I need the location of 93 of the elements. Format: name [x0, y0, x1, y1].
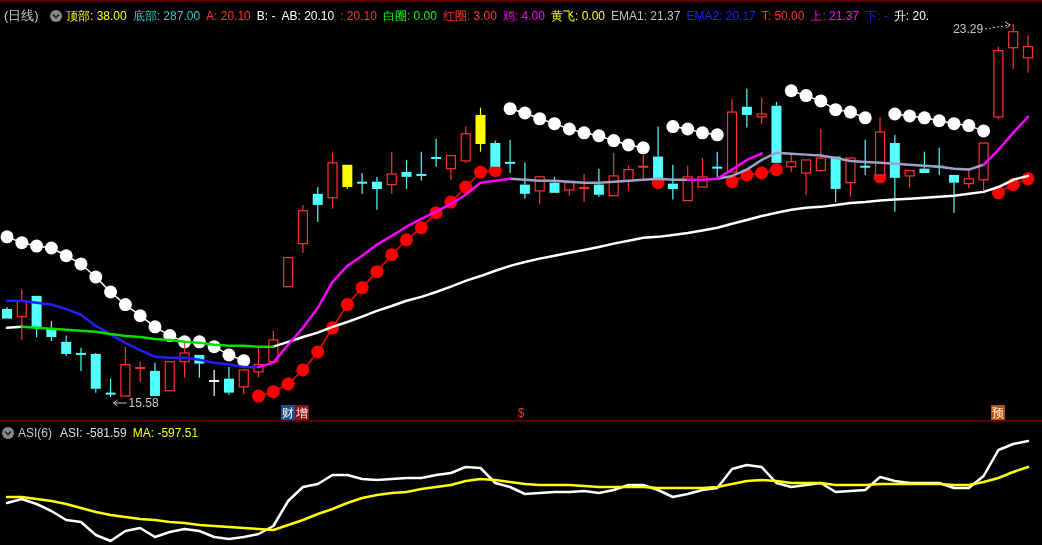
point [784, 84, 798, 98]
annotation: 15.58 [128, 396, 159, 410]
text: B: - [256, 9, 276, 23]
point [89, 270, 103, 284]
text: A: 20.10 [206, 9, 252, 23]
point [681, 122, 695, 136]
point [15, 236, 29, 250]
candlestick [371, 176, 382, 211]
point [607, 134, 621, 148]
point [533, 112, 547, 126]
point [222, 348, 236, 362]
text: $ [517, 406, 525, 420]
point [769, 163, 783, 177]
point [829, 103, 843, 117]
text: 黄飞: 0.00 [550, 9, 606, 23]
candlestick [430, 138, 443, 168]
point [888, 107, 902, 121]
point [400, 233, 414, 247]
point [296, 363, 310, 377]
point [814, 94, 828, 108]
text: 白圈: 0.00 [382, 9, 438, 23]
point [503, 102, 517, 116]
point [547, 117, 561, 131]
text: T: 50.00 [761, 9, 805, 23]
text: 底部: 287.00 [132, 9, 201, 23]
candlestick [667, 164, 678, 201]
text: 下: - [865, 9, 888, 23]
candlestick [741, 88, 752, 129]
candlestick [519, 162, 530, 200]
annotation: 23.29 [953, 22, 984, 36]
candlestick [297, 204, 309, 254]
text: 顶部: 38.00 [66, 9, 128, 23]
point [577, 126, 591, 140]
point [385, 248, 399, 262]
chart-title: ASI(6) [18, 426, 53, 440]
point [518, 106, 532, 120]
point [977, 124, 991, 138]
text: 鸡: 4.00 [501, 9, 546, 23]
point [562, 122, 576, 136]
point [133, 309, 147, 323]
point [917, 111, 931, 125]
candlestick [593, 168, 604, 198]
text: ASI: -581.59 [60, 426, 128, 440]
text: : 20.10 [340, 9, 378, 23]
point [414, 221, 428, 235]
point [695, 126, 709, 140]
point [755, 166, 769, 180]
text: 上: 21.37 [810, 9, 860, 23]
point [104, 285, 118, 299]
chart-title: (日线) [4, 8, 39, 23]
point [340, 298, 354, 312]
point [59, 249, 73, 263]
point [281, 377, 295, 391]
point [148, 320, 162, 334]
point [843, 105, 857, 119]
point [311, 345, 325, 359]
point [621, 138, 635, 152]
point [118, 298, 132, 312]
candlestick [74, 347, 87, 372]
point [474, 165, 488, 179]
candlestick [578, 173, 591, 203]
point [903, 109, 917, 123]
candlestick [1022, 35, 1034, 74]
point [932, 114, 946, 128]
text: AB: 20.10 [281, 9, 335, 23]
point [666, 120, 680, 134]
point [636, 141, 650, 155]
text: 财 [282, 406, 294, 420]
candlestick [223, 366, 234, 396]
candlestick [356, 172, 369, 195]
point [237, 354, 251, 368]
text: EMA2: 20.17 [686, 9, 757, 23]
text: 升: 20. [893, 9, 930, 23]
point [799, 89, 813, 103]
point [370, 265, 384, 279]
text: MA: -597.51 [132, 426, 199, 440]
text: 红圈: 3.00 [442, 9, 498, 23]
text: 预 [992, 406, 1004, 420]
point [44, 241, 58, 255]
candlestick [504, 139, 517, 174]
point [30, 239, 44, 253]
point [74, 257, 88, 271]
point [252, 389, 266, 403]
point [0, 230, 14, 244]
point [710, 128, 724, 142]
point [858, 111, 872, 125]
point [962, 119, 976, 133]
point [947, 117, 961, 131]
point [266, 385, 280, 399]
point [355, 281, 369, 295]
point [592, 129, 606, 143]
text: 增 [295, 406, 308, 420]
text: EMA1: 21.37 [611, 9, 681, 23]
